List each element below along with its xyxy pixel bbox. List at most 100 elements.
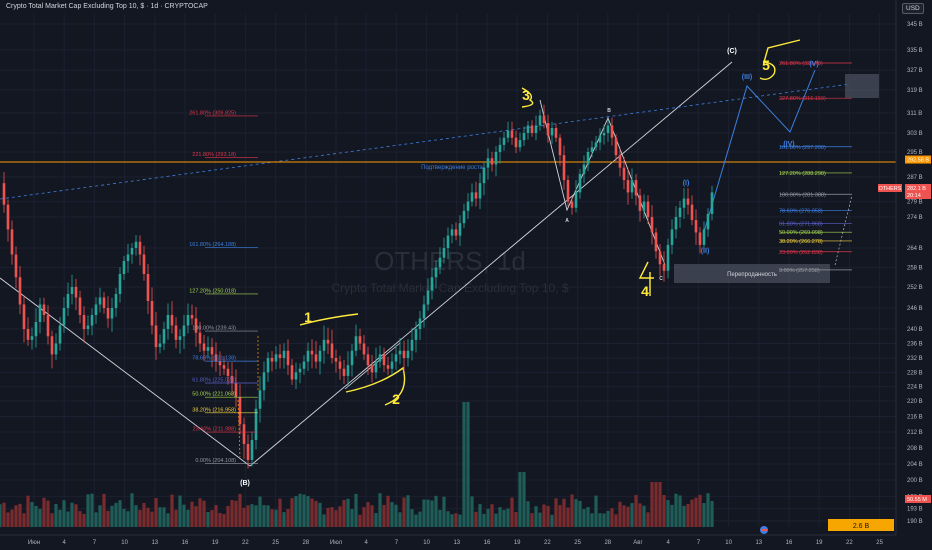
price-tick: 303 B: [907, 131, 923, 137]
volume-bar: [394, 504, 398, 527]
candle-body: [462, 210, 466, 224]
volume-bar: [282, 512, 286, 527]
candle-body: [114, 294, 118, 308]
price-tick: 274 B: [907, 215, 923, 221]
volume-bar: [450, 514, 454, 527]
volume-bar: [0, 504, 2, 527]
candle-body: [130, 248, 134, 255]
fib-label-left: 100.00% (239.43): [192, 326, 236, 332]
volume-bar: [222, 513, 226, 527]
candle-body: [558, 137, 562, 156]
price-badge-bg: [905, 184, 931, 192]
candle-body: [498, 144, 502, 152]
volume-bar: [426, 499, 430, 527]
wave-label: (II): [701, 248, 710, 255]
volume-bar: [74, 504, 78, 527]
time-tick: 4: [63, 540, 67, 546]
price-tick: 345 B: [907, 22, 923, 28]
volume-bar: [94, 512, 98, 527]
fib-levels: 261.80% (309.825)221.80% (293.18)161.80%…: [189, 61, 853, 464]
time-tick: 25: [272, 540, 279, 546]
time-tick: Авг: [633, 540, 643, 546]
candle-body: [286, 350, 290, 366]
candle-body: [306, 350, 310, 362]
candle-body: [222, 365, 226, 369]
volume-bar: [250, 504, 254, 527]
volume-bar: [694, 497, 698, 527]
currency-badge[interactable]: USD: [902, 3, 924, 14]
volume-bar: [402, 497, 406, 527]
fib-label-right: 50.00% (269.098): [779, 230, 823, 236]
candle-body: [698, 232, 702, 245]
volume-bar: [382, 504, 386, 527]
candle-body: [66, 294, 70, 308]
candle-body: [398, 350, 402, 355]
candle-body: [514, 137, 518, 148]
volume-bar: [22, 513, 26, 527]
volume-bar: [462, 402, 466, 527]
price-axis[interactable]: 345 B 335 B 327 B 319 B 311 B 303 B 295 B 287 B…: [878, 0, 932, 550]
volume-bar: [242, 507, 246, 527]
volume-bar: [182, 504, 186, 527]
volume-bar: [642, 505, 646, 527]
chart-title: Crypto Total Market Cap Excluding Top 10…: [6, 3, 208, 10]
wave-label: 1: [304, 309, 312, 325]
candle-body: [342, 368, 346, 376]
candle-body: [542, 115, 546, 123]
volume-bar: [62, 500, 66, 527]
volume-bar: [406, 495, 410, 527]
price-badge: 20:14: [907, 193, 921, 199]
volume-bar: [654, 482, 658, 527]
time-axis[interactable]: Июн 4 7 10 13 16 19 22 25 28 Июл 4 7 10 13 16 19 22 25 28 Ав…: [0, 519, 896, 546]
candle-body: [326, 339, 330, 344]
volume-bar: [554, 498, 558, 527]
candle-body: [278, 354, 282, 358]
candle-body: [610, 125, 614, 138]
fib-label-right: 100.00% (281.388): [779, 192, 826, 198]
candle-body: [202, 343, 206, 351]
fib-label-right: 0.00% (257.258): [779, 268, 820, 274]
wave-labels: (B) (C) (I) (II) (III) (IV) (V) A B C 1 2 3 4 5: [240, 48, 819, 487]
time-tick: 10: [423, 540, 430, 546]
volume-bar: [158, 507, 162, 527]
volume-bar: [234, 500, 238, 527]
time-tick: 19: [816, 540, 823, 546]
hand-wave-5: [759, 39, 801, 81]
price-tick: 287 B: [907, 175, 923, 181]
volume-bar: [574, 499, 578, 527]
wave-label: (B): [240, 480, 250, 487]
volume-bar: [390, 502, 394, 527]
volume-bar: [358, 514, 362, 527]
candle-body: [458, 223, 462, 236]
wave-label: (V): [809, 61, 818, 68]
candle-body: [362, 343, 366, 355]
wave-label: (C): [727, 48, 737, 55]
watermark-ticker: OTHERS, 1d: [374, 246, 526, 276]
volume-bar: [30, 502, 34, 527]
volume-bar: [538, 512, 542, 527]
candle-body: [14, 254, 18, 278]
price-tick: 279 B: [907, 200, 923, 206]
fib-label-left: 78.60% (231.138): [192, 356, 236, 362]
candle-body: [86, 325, 90, 329]
volume-bar: [266, 505, 270, 527]
volume-bar: [706, 493, 710, 527]
candle-body: [314, 354, 318, 362]
price-tick: 190 B: [907, 519, 923, 525]
candle-body: [214, 354, 218, 362]
volume-bar: [514, 511, 518, 527]
candle-body: [418, 318, 422, 329]
volume-bar: [578, 500, 582, 527]
volume-bar: [330, 507, 334, 527]
volume-bar: [122, 508, 126, 527]
volume-bar: [374, 513, 378, 527]
candle-body: [562, 155, 566, 181]
time-tick: 7: [395, 540, 399, 546]
candle-body: [658, 251, 662, 265]
time-tick: 28: [302, 540, 309, 546]
target-box: [845, 74, 879, 98]
time-tick: 7: [697, 540, 701, 546]
candle-body: [674, 217, 678, 230]
fib-label-left: 161.80% (264.188): [189, 242, 236, 248]
